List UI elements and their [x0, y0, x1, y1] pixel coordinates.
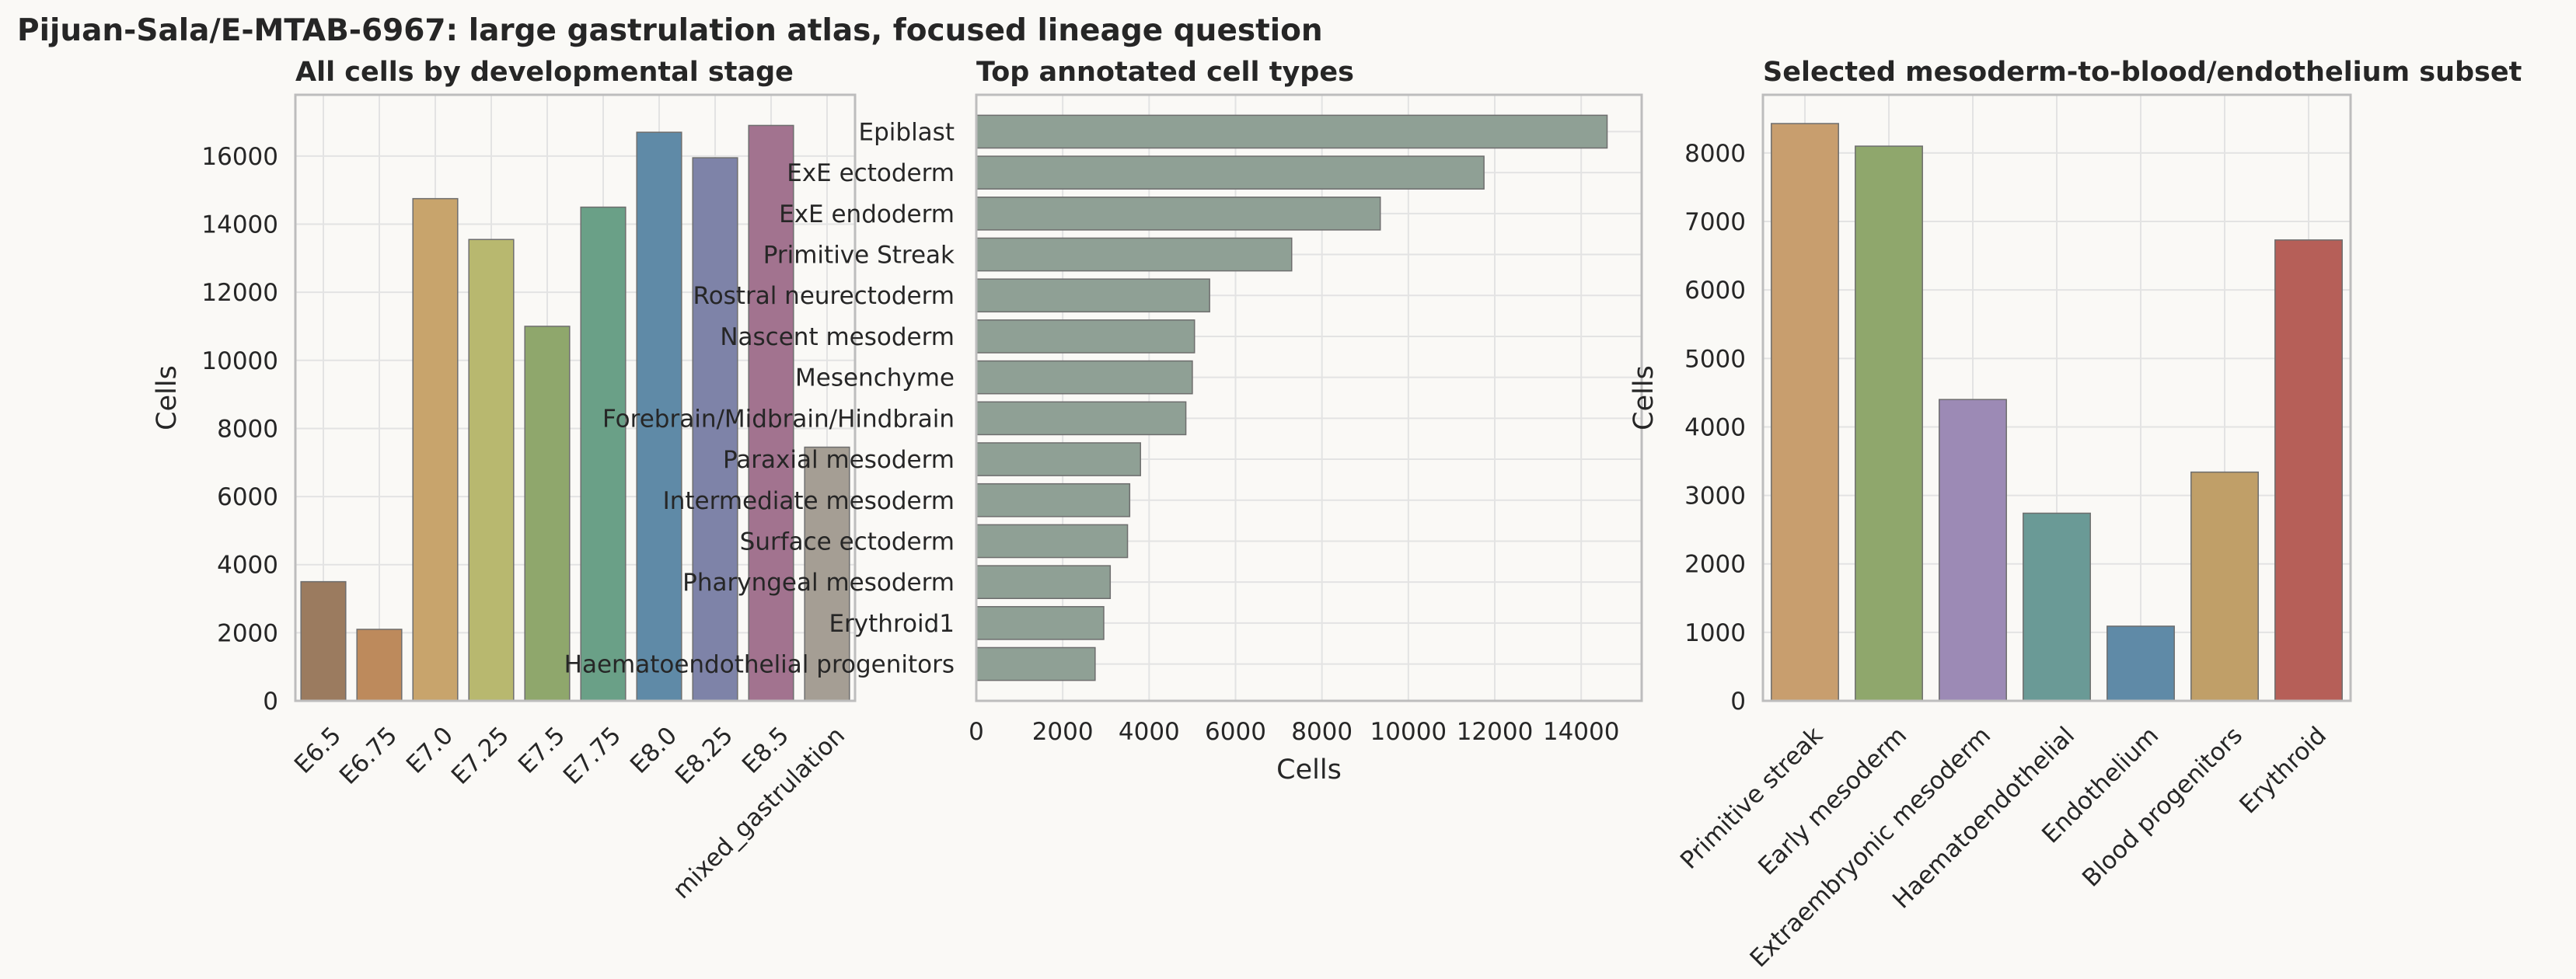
x-tick-label: Erythroid: [2234, 722, 2332, 820]
y-tick-label: Rostral neurectoderm: [693, 282, 955, 310]
bar: [748, 124, 794, 702]
y-tick-label: 12000: [201, 279, 278, 307]
celltype-hbar-chart: Top annotated cell types Epiblast ExE ect…: [564, 57, 1643, 786]
axes-frame: [294, 93, 857, 702]
bar: [976, 197, 1381, 231]
y-tick-label: 16000: [201, 143, 278, 171]
y-tick-label: 2000: [1684, 551, 1746, 579]
y-tick-label: 2000: [217, 619, 278, 647]
y-tick-label: Intermediate mesoderm: [663, 487, 955, 515]
bar: [976, 483, 1131, 517]
bar: [976, 278, 1210, 313]
y-tick-label: Pharyngeal mesoderm: [682, 569, 955, 597]
y-tick-label: 3000: [1684, 483, 1746, 510]
x-tick-label: 4000: [1119, 718, 1180, 746]
x-tick-label: E7.75: [558, 722, 627, 790]
y-tick-label: 8000: [217, 415, 278, 443]
x-tick-label: Blood progenitors: [2077, 722, 2248, 893]
bar: [2023, 512, 2091, 702]
bar: [976, 401, 1187, 436]
bar: [468, 239, 515, 702]
figure-suptitle: Pijuan-Sala/E-MTAB-6967: large gastrulat…: [17, 13, 1323, 48]
y-tick-label: 4000: [217, 552, 278, 580]
bar: [976, 646, 1096, 681]
bar: [2107, 625, 2175, 702]
x-tick-label: 0: [969, 718, 984, 746]
bar: [524, 326, 571, 702]
bar: [636, 131, 682, 702]
y-tick-label: Mesenchyme: [795, 364, 955, 392]
chart-title: Top annotated cell types: [976, 57, 1354, 88]
x-tick-label: 12000: [1457, 718, 1534, 746]
y-tick-label: 8000: [1684, 140, 1746, 168]
bar: [1939, 399, 2007, 702]
bar: [2274, 239, 2343, 702]
bar: [976, 606, 1105, 640]
y-tick-label: 0: [263, 688, 278, 716]
subset-bar-chart: Selected mesoderm-to-blood/endothelium s…: [1628, 57, 2522, 973]
y-tick-label: 7000: [1684, 208, 1746, 236]
y-tick-label: Nascent mesoderm: [720, 323, 955, 351]
bar: [976, 155, 1485, 190]
y-tick-label: Paraxial mesoderm: [723, 446, 955, 474]
y-tick-label: Primitive Streak: [763, 242, 955, 270]
bar: [976, 565, 1112, 599]
stage-bar-chart: All cells by developmental stage 0 2000 40…: [152, 57, 857, 904]
bar: [976, 442, 1141, 476]
y-tick-label: 6000: [217, 483, 278, 511]
y-tick-label: 5000: [1684, 345, 1746, 373]
y-tick-label: 10000: [201, 347, 278, 375]
y-tick-label: 6000: [1684, 277, 1746, 305]
bar: [976, 114, 1608, 149]
bar: [580, 206, 627, 702]
bar: [412, 197, 459, 702]
x-tick-label: 8000: [1291, 718, 1353, 746]
x-tick-label: 2000: [1032, 718, 1094, 746]
y-tick-label: Surface ectoderm: [740, 528, 955, 556]
x-tick-label: Primitive streak: [1675, 722, 1828, 875]
x-tick-label: E8.25: [670, 722, 738, 790]
bar: [976, 524, 1129, 559]
bar: [976, 360, 1193, 395]
chart-title: Selected mesoderm-to-blood/endothelium s…: [1763, 57, 2522, 88]
y-axis-label: Cells: [1628, 365, 1660, 430]
y-tick-label: Erythroid1: [829, 610, 955, 638]
x-axis-label: Cells: [1276, 754, 1342, 786]
bar: [356, 629, 403, 702]
axes-frame: [1761, 93, 2352, 702]
y-tick-label: Haematoendothelial progenitors: [564, 651, 955, 679]
y-axis-label: Cells: [152, 365, 183, 430]
y-tick-label: Forebrain/Midbrain/Hindbrain: [602, 405, 955, 433]
chart-title: All cells by developmental stage: [295, 57, 794, 88]
bar: [1855, 145, 1923, 702]
x-tick-label: E6.75: [334, 722, 403, 790]
bar: [2190, 471, 2259, 702]
y-tick-label: ExE ectoderm: [787, 159, 955, 187]
y-tick-label: 4000: [1684, 413, 1746, 441]
y-tick-label: ExE endoderm: [779, 200, 955, 228]
x-tick-label: 14000: [1543, 718, 1620, 746]
axes-frame: [975, 93, 1643, 702]
y-tick-label: 14000: [201, 211, 278, 239]
bar: [976, 237, 1293, 272]
bar: [692, 157, 738, 702]
y-tick-label: 0: [1730, 688, 1746, 716]
bar: [1771, 123, 1839, 702]
y-tick-label: 1000: [1684, 619, 1746, 647]
y-tick-label: Epiblast: [859, 118, 955, 146]
x-tick-label: Early mesoderm: [1753, 722, 1912, 881]
bar: [804, 446, 850, 702]
x-tick-label: 6000: [1205, 718, 1266, 746]
x-tick-label: 10000: [1370, 718, 1447, 746]
x-tick-label: E7.25: [446, 722, 515, 790]
bar: [300, 580, 347, 702]
bar: [976, 319, 1196, 354]
